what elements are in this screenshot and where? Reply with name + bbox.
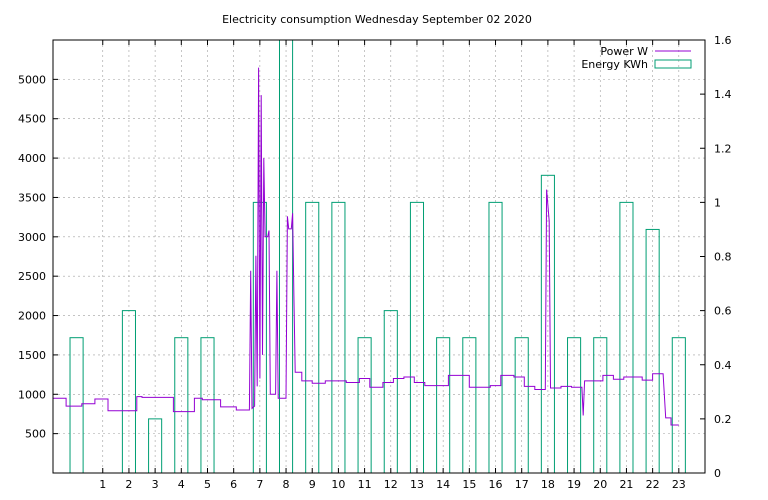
energy-bars: [69, 39, 686, 474]
y-right-tick-label: 0: [714, 467, 721, 480]
energy-bar: [540, 174, 555, 474]
x-tick-label: 22: [646, 478, 660, 491]
energy-bar: [409, 201, 425, 474]
x-tick-label: 15: [462, 478, 476, 491]
x-tick-label: 20: [593, 478, 607, 491]
x-tick-label: 1: [99, 478, 106, 491]
x-tick-label: 2: [125, 478, 132, 491]
x-tick-label: 21: [619, 478, 633, 491]
y-right-tick-label: 1.6: [714, 34, 732, 47]
x-tick-label: 5: [204, 478, 211, 491]
y-left-tick-label: 500: [25, 428, 46, 441]
x-tick-label: 8: [283, 478, 290, 491]
energy-bar: [488, 201, 503, 474]
chart-title: Electricity consumption Wednesday Septem…: [222, 13, 532, 26]
y-left-tick-label: 1500: [18, 349, 46, 362]
y-right-tick-label: 1: [714, 196, 721, 209]
energy-bar: [619, 201, 634, 474]
x-tick-label: 13: [410, 478, 424, 491]
x-tick-label: 11: [358, 478, 372, 491]
y-left-tick-label: 5000: [18, 73, 46, 86]
x-tick-label: 12: [384, 478, 398, 491]
y-left-tick-label: 2500: [18, 270, 46, 283]
x-tick-label: 3: [152, 478, 159, 491]
y-left-tick-label: 3000: [18, 231, 46, 244]
x-tick-label: 19: [567, 478, 581, 491]
y-right-tick-label: 0.8: [714, 251, 732, 264]
legend-label-power: Power W: [600, 45, 648, 58]
grid: [53, 40, 705, 473]
x-tick-label: 23: [672, 478, 686, 491]
energy-bar: [69, 337, 84, 474]
y-right-tick-label: 0.6: [714, 305, 732, 318]
y-left-tick-label: 4500: [18, 113, 46, 126]
y-left-tick-label: 2000: [18, 310, 46, 323]
x-tick-label: 9: [309, 478, 316, 491]
x-tick-label: 10: [331, 478, 345, 491]
energy-bar: [305, 201, 320, 474]
legend-label-energy: Energy KWh: [581, 58, 648, 71]
x-tick-label: 14: [436, 478, 450, 491]
x-tick-label: 18: [541, 478, 555, 491]
y-right-tick-label: 0.4: [714, 359, 732, 372]
y-right-tick-label: 1.2: [714, 142, 732, 155]
y-left-tick-label: 3500: [18, 191, 46, 204]
x-tick-label: 7: [256, 478, 263, 491]
y-left-tick-label: 1000: [18, 388, 46, 401]
y-right-tick-label: 0.2: [714, 413, 732, 426]
power-line: [53, 67, 679, 426]
x-tick-label: 6: [230, 478, 237, 491]
x-tick-label: 4: [178, 478, 185, 491]
y-left-tick-label: 4000: [18, 152, 46, 165]
x-tick-label: 16: [489, 478, 503, 491]
axes: 1 2 3 4 5 6 7 8 9 10 11 12 13 14 15 16 17 18 19 20 21 22 23500…: [18, 34, 732, 491]
legend-swatch-energy: [654, 59, 692, 69]
power-series-line: [53, 67, 679, 426]
energy-bar: [331, 201, 346, 474]
y-right-tick-label: 1.4: [714, 88, 732, 101]
x-tick-label: 17: [515, 478, 529, 491]
